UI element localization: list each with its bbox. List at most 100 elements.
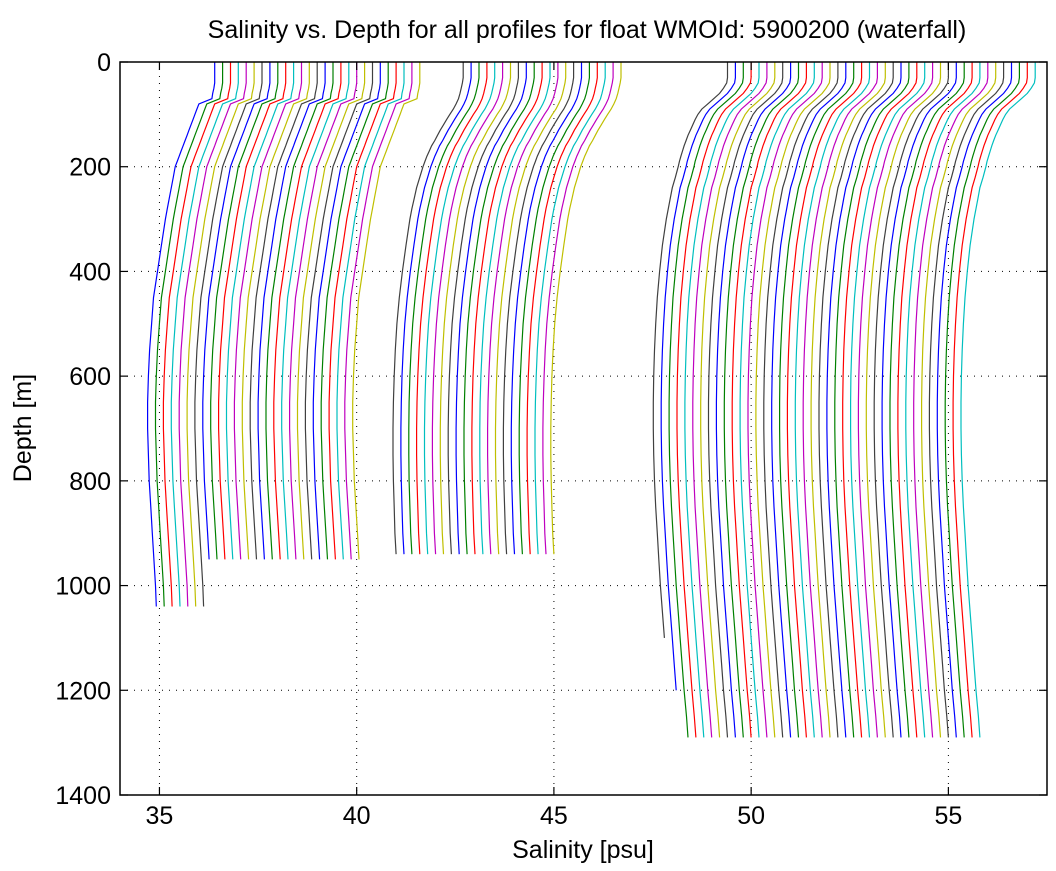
profile-36 [455,62,527,555]
profile-74 [849,62,926,738]
profile-78 [881,62,957,738]
profile-22 [312,62,381,560]
profile-28 [392,62,464,555]
x-tick-label: 40 [343,802,371,830]
profile-53 [684,62,760,738]
x-tick-label: 55 [934,802,962,830]
profile-30 [408,62,480,555]
profile-21 [304,62,374,560]
profile-32 [423,62,496,555]
y-axis: 0 200 400 600 800 1000 1200 1400 [55,49,1047,810]
profile-35 [447,62,520,555]
profile-46 [534,62,606,555]
profile-20 [296,62,366,560]
profile-29 [400,62,472,555]
y-tick-label: 1000 [55,573,111,601]
profile-34 [439,62,512,555]
profile-61 [747,62,823,738]
profile-6 [186,62,255,607]
profile-73 [842,62,918,738]
y-tick-label: 0 [97,49,111,77]
profile-84 [928,62,1005,738]
profile-18 [281,62,350,560]
profile-13 [241,62,310,560]
y-tick-label: 400 [69,258,111,286]
profile-86 [944,62,1021,738]
profile-59 [731,62,808,738]
profile-24 [328,62,397,560]
chart-title: Salinity vs. Depth for all profiles for … [208,16,967,44]
profile-16 [265,62,334,560]
profile-7 [194,62,263,607]
profile-40 [487,62,559,555]
profile-85 [936,62,1013,738]
profile-3 [162,62,232,607]
profile-25 [336,62,405,560]
y-tick-label: 1400 [55,782,111,810]
profile-27 [352,62,421,560]
profile-1 [147,62,216,607]
profile-54 [692,62,768,738]
profile-55 [700,62,776,738]
profile-68 [802,62,879,738]
y-tick-label: 200 [69,154,111,182]
x-tick-label: 50 [737,802,765,830]
profile-45 [526,62,598,555]
profile-70 [818,62,894,738]
profile-64 [771,62,847,738]
profile-67 [794,62,871,738]
profile-76 [865,62,942,738]
grid [120,62,1047,795]
y-axis-label: Depth [m] [9,374,37,482]
profile-15 [257,62,326,560]
profile-69 [810,62,886,738]
profile-41 [494,62,567,555]
profile-42 [502,62,575,555]
profile-56 [707,62,784,738]
profile-8 [202,62,271,560]
x-tick-label: 35 [146,802,174,830]
profile-58 [723,62,800,738]
profile-60 [739,62,815,738]
profile-38 [471,62,543,555]
y-tick-label: 800 [69,468,111,496]
y-tick-label: 600 [69,363,111,391]
profile-14 [249,62,318,560]
profile-51 [668,62,744,738]
profile-47 [542,62,614,555]
profile-75 [857,62,934,738]
profile-48 [550,62,622,555]
profile-79 [889,62,965,738]
profile-71 [826,62,902,738]
profile-9 [210,62,279,560]
profile-33 [431,62,504,555]
profile-17 [273,62,342,560]
profile-5 [178,62,247,607]
profile-50 [660,62,737,691]
profile-63 [763,62,839,738]
profile-80 [897,62,973,738]
profile-11 [225,62,295,560]
profile-12 [233,62,303,560]
profile-83 [920,62,997,738]
profile-87 [952,62,1028,738]
profile-4 [170,62,239,607]
profile-72 [834,62,910,738]
profile-88 [960,62,1036,738]
profile-81 [905,62,981,738]
profile-10 [218,62,287,560]
profile-26 [344,62,413,560]
profile-31 [416,62,488,555]
y-tick-label: 1200 [55,677,111,705]
x-tick-label: 45 [540,802,568,830]
profile-65 [778,62,855,738]
x-axis: 35 40 45 50 55 [146,62,962,830]
profile-2 [154,62,224,607]
profile-37 [463,62,535,555]
profile-77 [873,62,950,738]
profile-23 [320,62,389,560]
profiles [147,62,1036,738]
profile-39 [479,62,551,555]
profile-49 [652,62,729,638]
